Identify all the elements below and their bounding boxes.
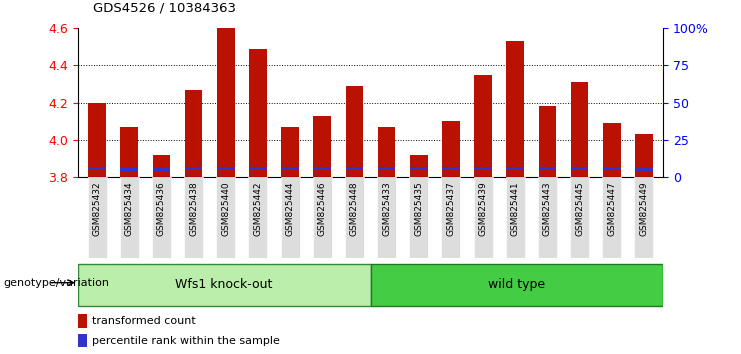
- Bar: [570, 177, 589, 258]
- Bar: [281, 177, 299, 258]
- Bar: [217, 167, 235, 170]
- Bar: [409, 177, 428, 258]
- Bar: [378, 127, 396, 177]
- Text: GSM825439: GSM825439: [479, 181, 488, 236]
- Text: GSM825449: GSM825449: [639, 181, 648, 236]
- Bar: [571, 167, 588, 171]
- Text: GSM825435: GSM825435: [414, 181, 423, 236]
- Bar: [88, 103, 106, 177]
- Text: wild type: wild type: [488, 279, 545, 291]
- Bar: [538, 177, 557, 258]
- Bar: [571, 82, 588, 177]
- Bar: [603, 167, 620, 171]
- Bar: [121, 167, 138, 171]
- Bar: [506, 177, 525, 258]
- Bar: [635, 134, 653, 177]
- Bar: [602, 177, 621, 258]
- Bar: [506, 167, 524, 171]
- FancyBboxPatch shape: [370, 264, 663, 306]
- Bar: [474, 75, 492, 177]
- Text: GSM825442: GSM825442: [253, 181, 262, 235]
- FancyBboxPatch shape: [78, 264, 370, 306]
- Bar: [282, 127, 299, 177]
- Bar: [442, 167, 459, 171]
- Bar: [442, 177, 460, 258]
- Bar: [152, 177, 171, 258]
- Text: GSM825443: GSM825443: [543, 181, 552, 236]
- Bar: [313, 177, 332, 258]
- Bar: [442, 121, 459, 177]
- Bar: [78, 334, 87, 347]
- Text: GDS4526 / 10384363: GDS4526 / 10384363: [93, 1, 236, 14]
- Bar: [345, 167, 363, 171]
- Text: GSM825437: GSM825437: [446, 181, 456, 236]
- Bar: [87, 177, 107, 258]
- Bar: [216, 177, 235, 258]
- Bar: [249, 167, 267, 170]
- Bar: [153, 169, 170, 172]
- Bar: [185, 167, 202, 171]
- Text: GSM825446: GSM825446: [318, 181, 327, 236]
- Bar: [120, 177, 139, 258]
- Bar: [473, 177, 493, 258]
- Bar: [603, 123, 620, 177]
- Bar: [635, 167, 653, 171]
- Text: Wfs1 knock-out: Wfs1 knock-out: [176, 279, 273, 291]
- Bar: [313, 167, 331, 171]
- Bar: [217, 28, 235, 177]
- Bar: [185, 90, 202, 177]
- Text: GSM825445: GSM825445: [575, 181, 584, 236]
- Bar: [506, 41, 524, 177]
- Bar: [539, 106, 556, 177]
- Bar: [345, 86, 363, 177]
- Bar: [345, 177, 364, 258]
- Bar: [184, 177, 203, 258]
- Bar: [153, 155, 170, 177]
- Bar: [377, 177, 396, 258]
- Text: GSM825432: GSM825432: [93, 181, 102, 236]
- Text: GSM825436: GSM825436: [157, 181, 166, 236]
- Bar: [378, 167, 396, 171]
- Bar: [539, 167, 556, 171]
- Text: GSM825444: GSM825444: [285, 181, 295, 235]
- Bar: [78, 314, 87, 328]
- Bar: [282, 167, 299, 171]
- Bar: [249, 49, 267, 177]
- Text: GSM825440: GSM825440: [222, 181, 230, 236]
- Text: genotype/variation: genotype/variation: [4, 278, 110, 288]
- Bar: [248, 177, 268, 258]
- Text: GSM825438: GSM825438: [189, 181, 198, 236]
- Bar: [634, 177, 654, 258]
- Bar: [88, 167, 106, 171]
- Bar: [410, 155, 428, 177]
- Text: percentile rank within the sample: percentile rank within the sample: [92, 336, 280, 346]
- Bar: [410, 167, 428, 171]
- Bar: [474, 167, 492, 171]
- Bar: [121, 127, 138, 177]
- Text: GSM825434: GSM825434: [124, 181, 134, 236]
- Bar: [313, 116, 331, 177]
- Text: GSM825447: GSM825447: [607, 181, 617, 236]
- Text: transformed count: transformed count: [92, 316, 196, 326]
- Text: GSM825433: GSM825433: [382, 181, 391, 236]
- Text: GSM825441: GSM825441: [511, 181, 519, 236]
- Text: GSM825448: GSM825448: [350, 181, 359, 236]
